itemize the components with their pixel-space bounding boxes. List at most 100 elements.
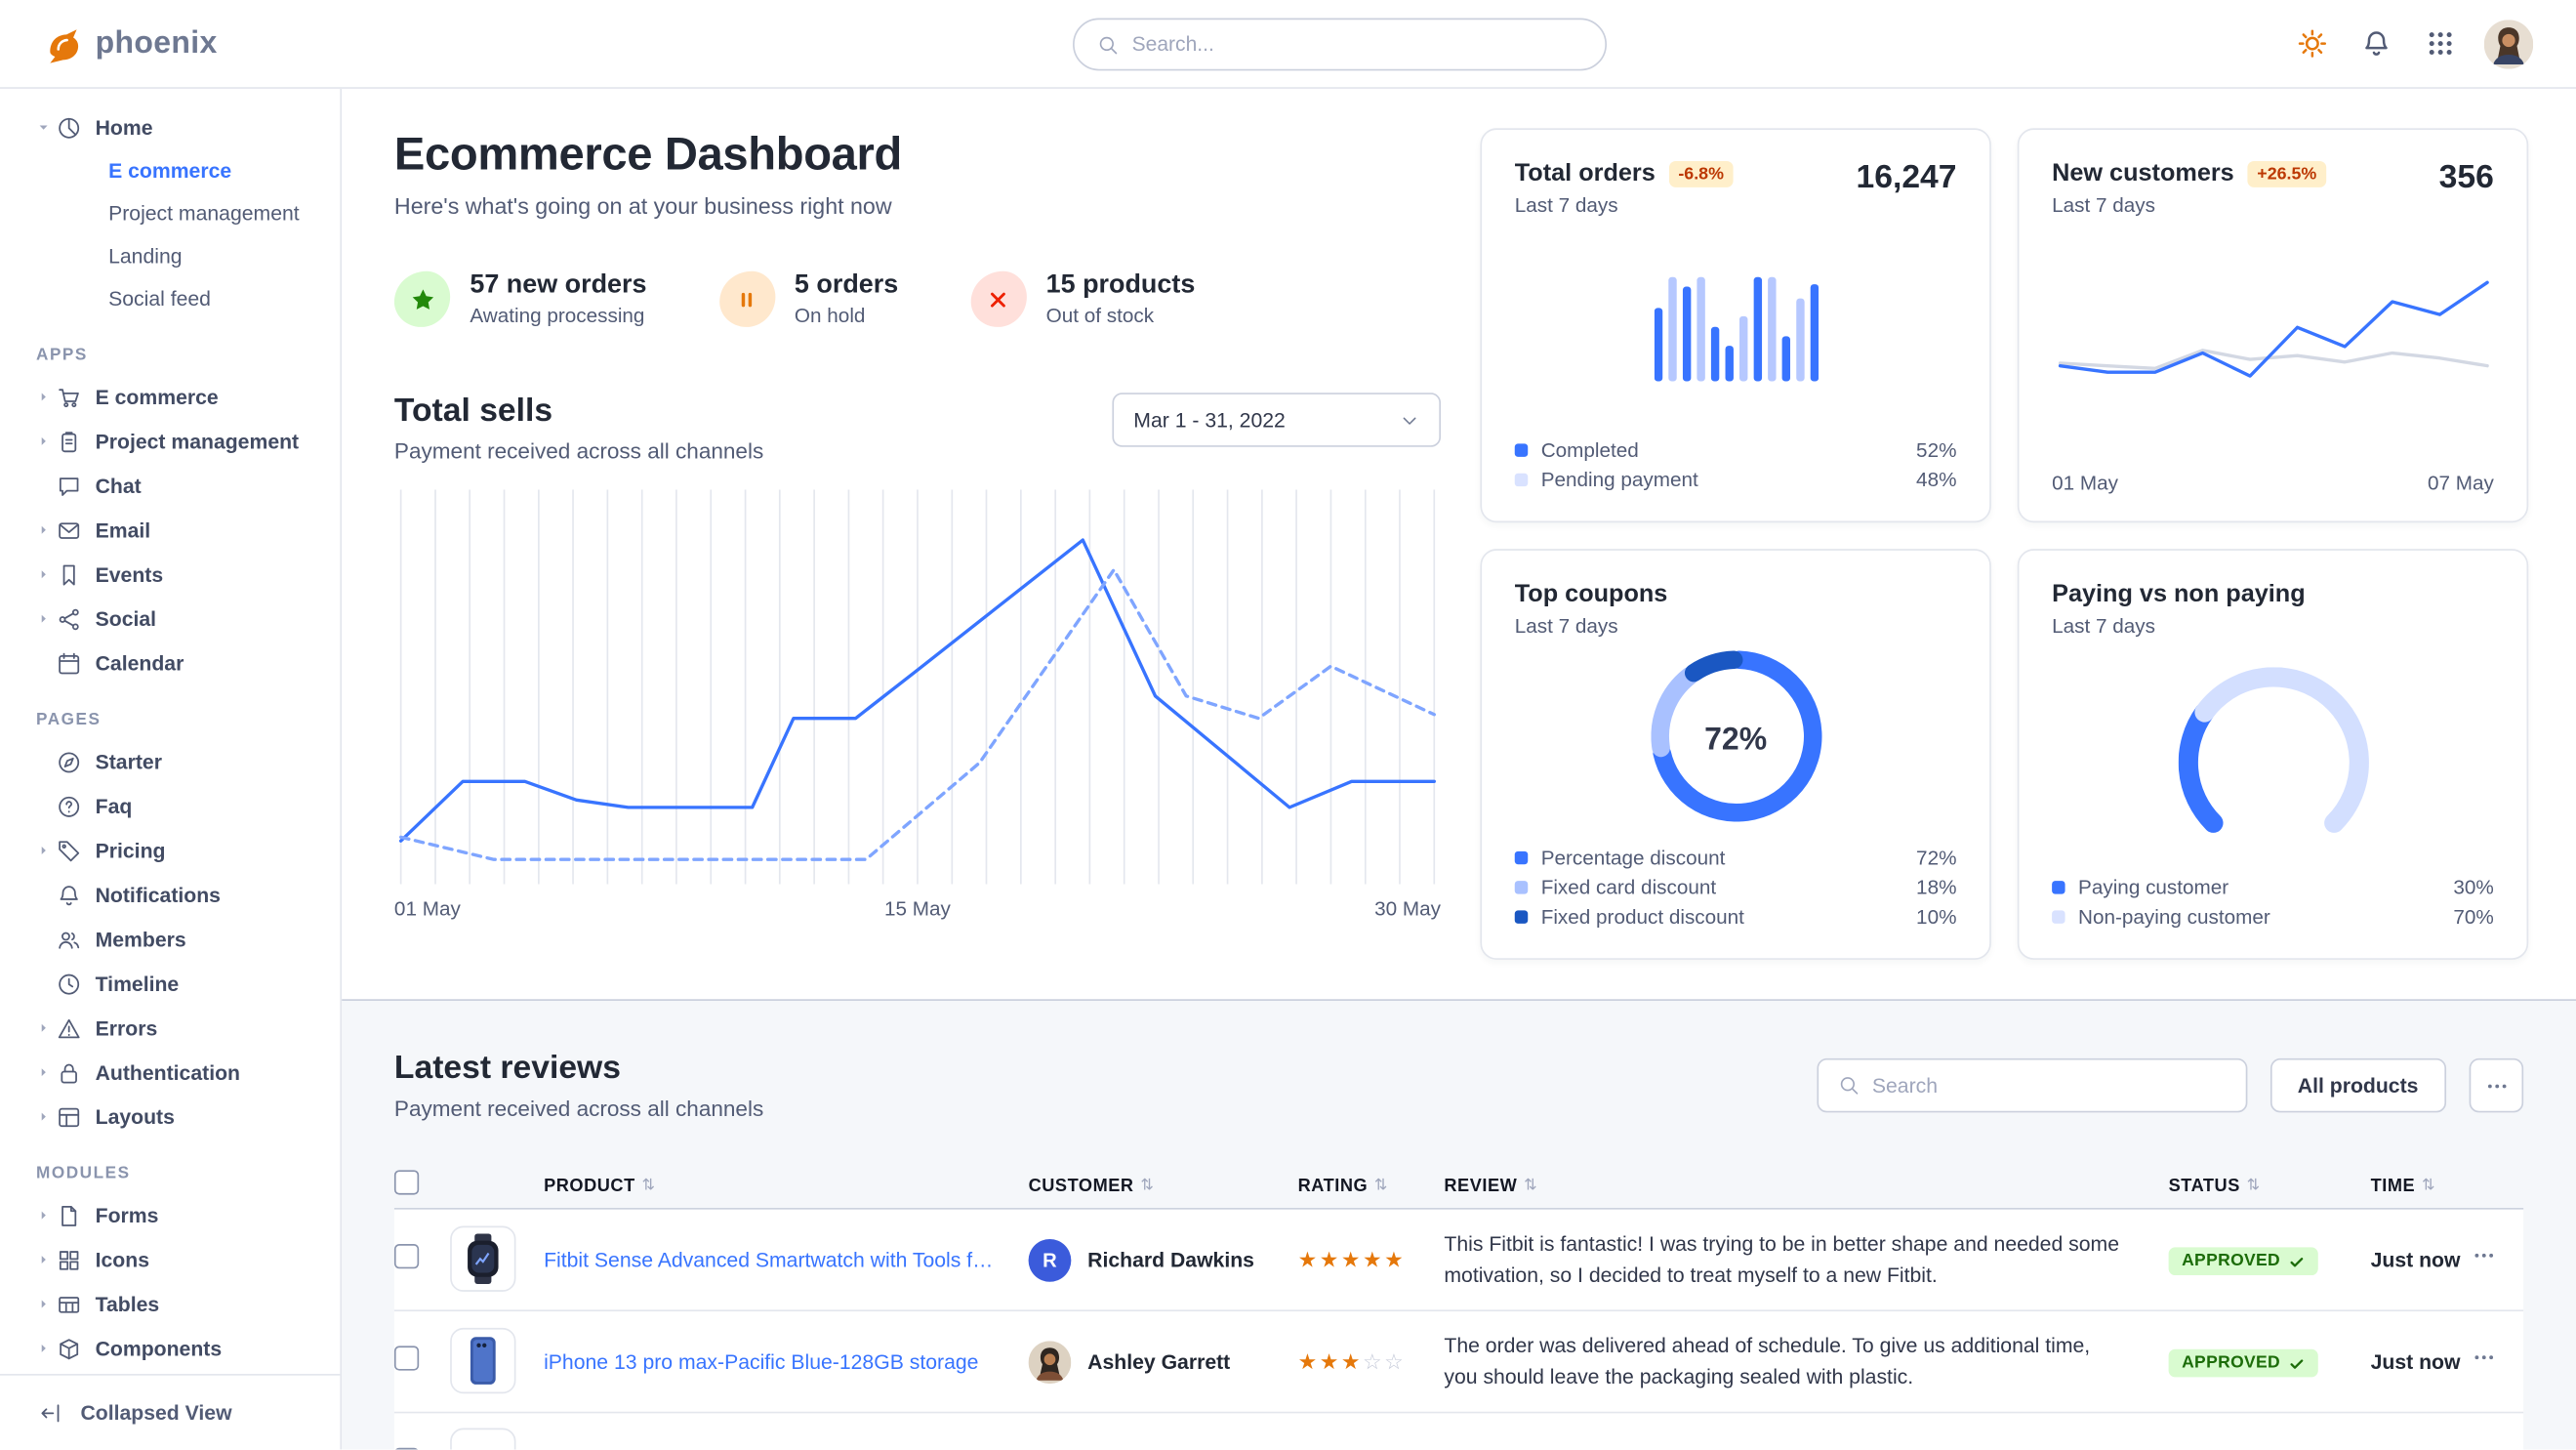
column-header-review[interactable]: REVIEW ⇅ <box>1444 1176 1538 1196</box>
product-link[interactable]: iPhone 13 pro max-Pacific Blue-128GB sto… <box>544 1349 979 1374</box>
clipboard-icon <box>58 430 84 453</box>
sidebar-item-icons[interactable]: Icons <box>0 1237 340 1281</box>
topbar-search-input[interactable] <box>1131 32 1582 57</box>
product-link[interactable]: Fitbit Sense Advanced Smartwatch with To… <box>544 1248 1002 1271</box>
brand-name: phoenix <box>95 25 218 61</box>
customer-avatar <box>1028 1340 1072 1384</box>
total-sells-chart <box>394 489 1441 885</box>
reviews-table: PRODUCT ⇅ CUSTOMER ⇅ RATING ⇅ REVIEW ⇅ STATU… <box>393 1164 2524 1450</box>
caret-right-icon <box>36 390 58 404</box>
bell-icon <box>58 884 84 907</box>
product-image[interactable] <box>450 1327 516 1393</box>
orders-bar-chart <box>1653 263 1819 390</box>
table-row <box>393 1413 2524 1450</box>
bookmark-icon <box>58 562 84 586</box>
sort-icon: ⇅ <box>1524 1177 1538 1195</box>
sort-icon: ⇅ <box>641 1177 656 1195</box>
page-title: Ecommerce Dashboard <box>393 128 902 180</box>
caret-right-icon <box>36 1065 58 1080</box>
sidebar-item-calendar[interactable]: Calendar <box>0 641 340 684</box>
card-period: Last 7 days <box>1514 193 1618 218</box>
reviews-more-button[interactable] <box>2469 1057 2524 1113</box>
row-checkbox[interactable] <box>393 1447 420 1450</box>
caret-right-icon <box>36 843 58 857</box>
sidebar-item-pricing[interactable]: Pricing <box>0 828 340 872</box>
sort-icon: ⇅ <box>2421 1177 2435 1195</box>
column-header-rating[interactable]: RATING ⇅ <box>1297 1176 1388 1196</box>
product-image <box>450 1427 516 1450</box>
sidebar-item-authentication[interactable]: Authentication <box>0 1050 340 1094</box>
row-checkbox[interactable] <box>393 1345 420 1370</box>
users-icon <box>58 928 84 951</box>
sidebar-item-label: Errors <box>95 1015 158 1040</box>
sidebar-item-e-commerce[interactable]: E commerce <box>0 375 340 419</box>
select-all-checkbox[interactable] <box>393 1169 420 1194</box>
chat-icon <box>58 475 84 498</box>
sidebar-item-members[interactable]: Members <box>0 917 340 961</box>
page-subtitle: Here's what's going on at your business … <box>393 193 892 219</box>
sidebar-item-project-management[interactable]: Project management <box>0 419 340 463</box>
apps-grid-icon[interactable] <box>2413 18 2466 70</box>
reviews-search-input[interactable] <box>1871 1073 2226 1098</box>
theme-toggle-sun-icon[interactable] <box>2285 18 2338 70</box>
sidebar-item-tables[interactable]: Tables <box>0 1282 340 1326</box>
sidebar-item-errors[interactable]: Errors <box>0 1006 340 1050</box>
coupons-donut-chart <box>1650 650 1821 829</box>
notifications-bell-icon[interactable] <box>2350 18 2402 70</box>
all-products-button[interactable]: All products <box>2269 1057 2447 1113</box>
sidebar-section-title: APPS <box>36 347 88 365</box>
caret-right-icon <box>36 1109 58 1124</box>
customer-cell[interactable]: R Richard Dawkins <box>1028 1238 1298 1281</box>
reviews-title: Latest reviews <box>393 1050 621 1087</box>
sidebar-item-home[interactable]: Home <box>0 105 340 149</box>
user-avatar[interactable] <box>2483 19 2534 68</box>
reviews-subtitle: Payment received across all channels <box>393 1096 764 1121</box>
customer-cell[interactable]: Ashley Garrett <box>1028 1340 1298 1384</box>
sidebar-item-layouts[interactable]: Layouts <box>0 1095 340 1139</box>
sidebar-subitem-e-commerce[interactable]: E commerce <box>108 159 232 183</box>
stat-item: 15 products Out of stock <box>970 270 1195 327</box>
sidebar-item-forms[interactable]: Forms <box>0 1193 340 1237</box>
legend-swatch <box>1514 850 1529 865</box>
sidebar-item-email[interactable]: Email <box>0 508 340 552</box>
row-menu-button[interactable] <box>2473 1346 2496 1369</box>
product-image[interactable] <box>450 1224 516 1292</box>
column-header-time[interactable]: TIME ⇅ <box>2370 1176 2435 1196</box>
brand-logo[interactable]: phoenix <box>43 23 218 62</box>
layout-icon <box>58 1105 84 1129</box>
card-legend: Completed 52% Pending payment 48% <box>1514 435 1957 495</box>
sidebar-item-timeline[interactable]: Timeline <box>0 962 340 1006</box>
top-coupons-card: Top coupons Last 7 days 72% Percentage d… <box>1480 549 1991 960</box>
legend-item: Non-paying customer 70% <box>2052 902 2494 932</box>
sidebar-item-label: Home <box>95 115 153 140</box>
sidebar-item-starter[interactable]: Starter <box>0 739 340 783</box>
topbar-search[interactable] <box>1073 18 1608 71</box>
sidebar-subitem-social-feed[interactable]: Social feed <box>108 287 211 311</box>
sidebar-item-components[interactable]: Components <box>0 1326 340 1370</box>
column-header-product[interactable]: PRODUCT ⇅ <box>544 1176 656 1196</box>
sidebar-item-chat[interactable]: Chat <box>0 464 340 508</box>
row-menu-button[interactable] <box>2473 1244 2496 1267</box>
sidebar-item-social[interactable]: Social <box>0 597 340 641</box>
date-range-select[interactable]: Mar 1 - 31, 2022 <box>1112 393 1442 447</box>
card-legend: Paying customer 30% Non-paying customer 70% <box>2052 873 2494 932</box>
column-header-customer[interactable]: CUSTOMER ⇅ <box>1028 1176 1155 1196</box>
sidebar-item-label: E commerce <box>95 385 219 409</box>
legend-swatch <box>1514 443 1529 457</box>
collapsed-view-button[interactable]: Collapsed View <box>0 1374 341 1449</box>
sidebar-item-events[interactable]: Events <box>0 553 340 597</box>
column-header-status[interactable]: STATUS ⇅ <box>2168 1176 2261 1196</box>
row-checkbox[interactable] <box>393 1243 420 1268</box>
card-value: 16,247 <box>1856 159 1957 196</box>
sidebar-subitem-landing[interactable]: Landing <box>108 244 183 269</box>
check-icon <box>2288 1253 2305 1269</box>
sidebar-item-faq[interactable]: Faq <box>0 784 340 828</box>
reviews-controls: All products <box>1816 1057 2524 1113</box>
box-icon <box>58 1337 84 1360</box>
sidebar-item-notifications[interactable]: Notifications <box>0 873 340 917</box>
sidebar-subitem-project-management[interactable]: Project management <box>108 202 300 226</box>
pause-icon <box>718 270 775 327</box>
sort-icon: ⇅ <box>2246 1177 2261 1195</box>
card-title: Top coupons <box>1514 580 1668 608</box>
reviews-search[interactable] <box>1816 1057 2247 1113</box>
